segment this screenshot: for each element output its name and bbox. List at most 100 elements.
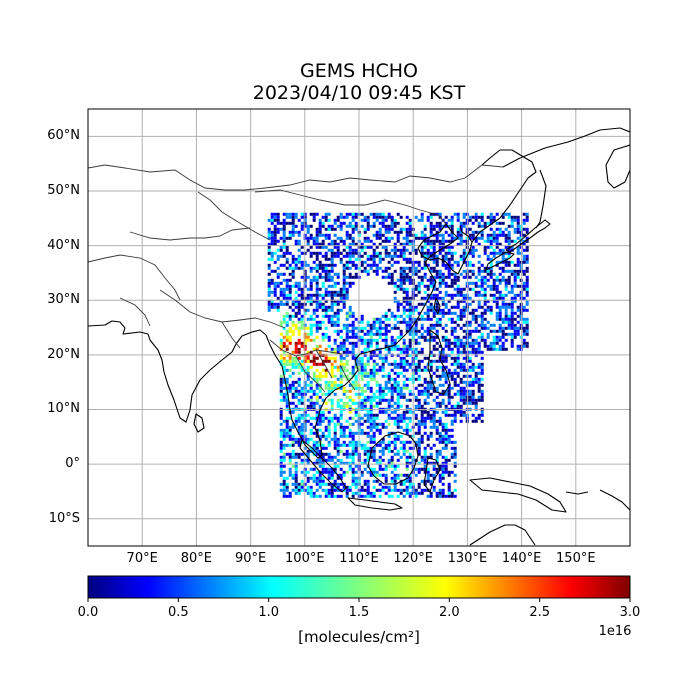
- hcho-pixel: [381, 389, 385, 393]
- hcho-pixel: [480, 305, 484, 309]
- hcho-pixel: [510, 308, 514, 312]
- hcho-pixel: [423, 482, 427, 486]
- hcho-pixel: [342, 404, 346, 408]
- hcho-pixel: [339, 290, 343, 294]
- hcho-pixel: [486, 221, 490, 225]
- hcho-pixel: [396, 473, 400, 477]
- hcho-pixel: [372, 338, 376, 342]
- hcho-pixel: [378, 365, 382, 369]
- hcho-pixel: [333, 341, 337, 345]
- hcho-pixel: [489, 218, 493, 222]
- hcho-pixel: [360, 326, 364, 330]
- hcho-pixel: [270, 257, 274, 261]
- hcho-pixel: [444, 293, 448, 297]
- hcho-pixel: [297, 413, 301, 417]
- hcho-pixel: [417, 359, 421, 363]
- hcho-pixel: [402, 278, 406, 282]
- hcho-pixel: [378, 431, 382, 435]
- hcho-pixel: [333, 245, 337, 249]
- hcho-pixel: [396, 404, 400, 408]
- hcho-pixel: [459, 398, 463, 402]
- hcho-pixel: [393, 326, 397, 330]
- hcho-pixel: [459, 350, 463, 354]
- hcho-pixel: [423, 446, 427, 450]
- hcho-pixel: [288, 329, 292, 333]
- hcho-pixel: [330, 356, 334, 360]
- hcho-pixel: [405, 239, 409, 243]
- hcho-pixel: [285, 329, 289, 333]
- hcho-pixel: [366, 491, 370, 495]
- hcho-pixel: [291, 476, 295, 480]
- hcho-pixel: [312, 440, 316, 444]
- hcho-pixel: [423, 368, 427, 372]
- hcho-pixel: [288, 335, 292, 339]
- hcho-pixel: [468, 320, 472, 324]
- hcho-pixel: [348, 422, 352, 426]
- hcho-pixel: [339, 287, 343, 291]
- hcho-pixel: [444, 359, 448, 363]
- hcho-pixel: [285, 293, 289, 297]
- hcho-pixel: [408, 218, 412, 222]
- hcho-pixel: [279, 374, 283, 378]
- hcho-pixel: [288, 494, 292, 498]
- hcho-pixel: [429, 323, 433, 327]
- hcho-pixel: [432, 338, 436, 342]
- hcho-pixel: [279, 263, 283, 267]
- hcho-pixel: [285, 335, 289, 339]
- hcho-pixel: [339, 356, 343, 360]
- hcho-pixel: [417, 482, 421, 486]
- hcho-pixel: [390, 278, 394, 282]
- hcho-pixel: [300, 260, 304, 264]
- hcho-pixel: [504, 317, 508, 321]
- hcho-pixel: [291, 437, 295, 441]
- hcho-pixel: [288, 317, 292, 321]
- hcho-pixel: [318, 245, 322, 249]
- hcho-pixel: [504, 239, 508, 243]
- hcho-pixel: [273, 242, 277, 246]
- hcho-pixel: [441, 263, 445, 267]
- hcho-pixel: [351, 494, 355, 498]
- hcho-pixel: [315, 395, 319, 399]
- hcho-pixel: [450, 413, 454, 417]
- hcho-pixel: [336, 308, 340, 312]
- hcho-pixel: [432, 476, 436, 480]
- hcho-pixel: [447, 275, 451, 279]
- hcho-pixel: [462, 299, 466, 303]
- hcho-pixel: [345, 374, 349, 378]
- hcho-pixel: [441, 272, 445, 276]
- hcho-pixel: [447, 233, 451, 237]
- hcho-pixel: [345, 245, 349, 249]
- hcho-pixel: [501, 296, 505, 300]
- hcho-pixel: [309, 416, 313, 420]
- hcho-pixel: [291, 224, 295, 228]
- hcho-pixel: [285, 482, 289, 486]
- hcho-pixel: [471, 380, 475, 384]
- hcho-pixel: [510, 284, 514, 288]
- hcho-pixel: [282, 233, 286, 237]
- hcho-pixel: [345, 338, 349, 342]
- hcho-pixel: [378, 356, 382, 360]
- hcho-pixel: [300, 227, 304, 231]
- hcho-pixel: [441, 260, 445, 264]
- hcho-pixel: [330, 269, 334, 273]
- hcho-pixel: [390, 215, 394, 219]
- hcho-pixel: [312, 266, 316, 270]
- hcho-pixel: [318, 371, 322, 375]
- hcho-pixel: [384, 251, 388, 255]
- hcho-pixel: [462, 392, 466, 396]
- hcho-pixel: [381, 320, 385, 324]
- colorbar-tick-label: 0.5: [167, 605, 189, 620]
- hcho-pixel: [489, 269, 493, 273]
- hcho-pixel: [438, 275, 442, 279]
- hcho-pixel: [312, 218, 316, 222]
- hcho-pixel: [288, 467, 292, 471]
- hcho-pixel: [351, 314, 355, 318]
- hcho-pixel: [447, 293, 451, 297]
- hcho-pixel: [456, 359, 460, 363]
- hcho-pixel: [345, 449, 349, 453]
- hcho-pixel: [297, 326, 301, 330]
- hcho-pixel: [408, 446, 412, 450]
- hcho-pixel: [312, 242, 316, 246]
- hcho-pixel: [522, 269, 526, 273]
- hcho-pixel: [510, 338, 514, 342]
